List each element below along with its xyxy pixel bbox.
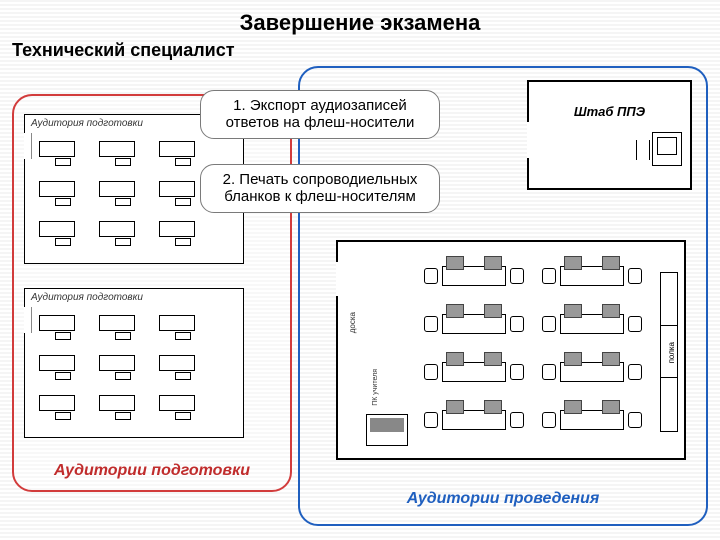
desk [39, 141, 87, 175]
hq-room: Штаб ППЭ [527, 80, 692, 190]
desk [39, 395, 87, 429]
teacher-pc-icon [366, 414, 408, 446]
door-icon [527, 122, 533, 158]
desk-grid [39, 141, 207, 255]
workstation [424, 400, 524, 440]
desk [39, 221, 87, 255]
desk [159, 141, 207, 175]
prep-room-2-label: Аудитория подготовки [31, 292, 143, 303]
conduct-room: доска ПК учителя полка [336, 240, 686, 460]
subtitle: Технический специалист [0, 40, 720, 67]
door-icon [24, 133, 32, 159]
desk [39, 355, 87, 389]
prep-room-2: Аудитория подготовки [24, 288, 244, 438]
desk [39, 181, 87, 215]
page-title: Завершение экзамена [0, 0, 720, 40]
hq-label: Штаб ППЭ [529, 104, 690, 119]
prep-room-1-label: Аудитория подготовки [31, 118, 143, 129]
workstation [424, 256, 524, 296]
door-icon [336, 262, 344, 296]
workstation [542, 256, 642, 296]
workstation [424, 304, 524, 344]
monitor-stand-icon [636, 140, 650, 160]
desk [99, 221, 147, 255]
conduct-zone-caption: Аудитории проведения [300, 490, 706, 508]
desk [99, 315, 147, 349]
preparation-zone: Аудитория подготовки Аудитория подготовк… [12, 94, 292, 492]
workstation [424, 352, 524, 392]
board-label: доска [348, 312, 357, 333]
shelf-label: полка [667, 342, 676, 363]
desk [99, 181, 147, 215]
workstation [542, 400, 642, 440]
door-icon [24, 307, 32, 333]
prep-zone-caption: Аудитории подготовки [14, 462, 290, 480]
desk [99, 141, 147, 175]
desk [39, 315, 87, 349]
workstation-grid [424, 256, 642, 444]
desk [159, 355, 207, 389]
workstation [542, 352, 642, 392]
desk-grid [39, 315, 207, 429]
step-1: 1. Экспорт аудиозаписей ответов на флеш-… [200, 90, 440, 139]
desk [159, 395, 207, 429]
desk [159, 221, 207, 255]
desk [99, 355, 147, 389]
workstation [542, 304, 642, 344]
desk [99, 395, 147, 429]
desk [159, 315, 207, 349]
step-2: 2. Печать сопроводиельных бланков к флеш… [200, 164, 440, 213]
teacher-pc-label: ПК учителя [372, 369, 379, 406]
monitor-icon [652, 132, 682, 166]
